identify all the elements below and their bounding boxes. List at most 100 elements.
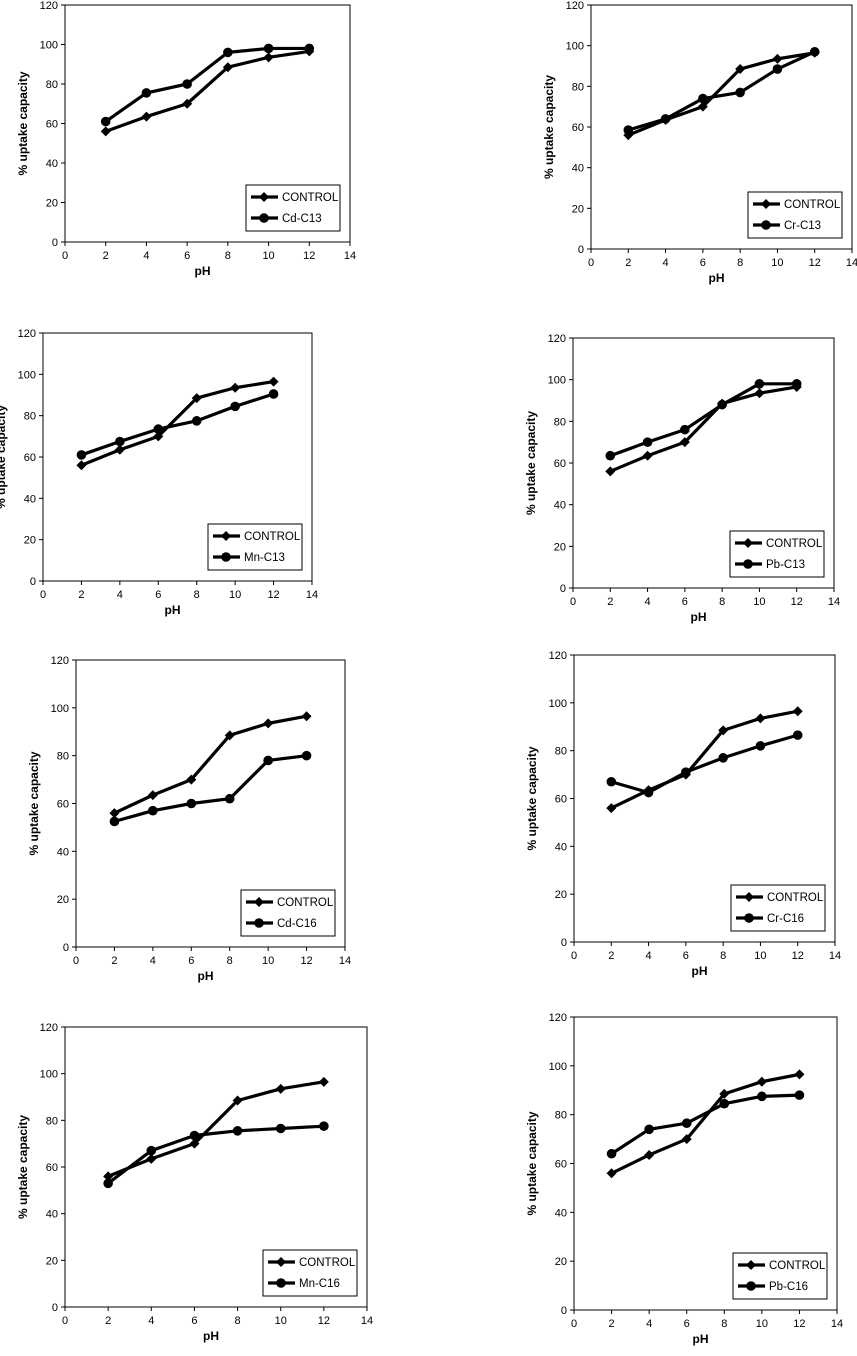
data-point-control — [755, 713, 766, 724]
x-tick-label: 4 — [117, 589, 123, 601]
legend-marker — [761, 220, 771, 230]
y-tick-label: 40 — [46, 158, 58, 170]
x-tick-label: 2 — [103, 250, 109, 262]
y-tick-label: 80 — [46, 79, 58, 91]
data-point-pb-c16 — [757, 1091, 767, 1102]
data-point-control — [718, 725, 729, 736]
x-tick-label: 6 — [683, 950, 689, 962]
y-tick-label: 60 — [554, 458, 566, 470]
legend: CONTROL Cr-C13 — [747, 191, 843, 239]
data-point-pb-c16 — [606, 1148, 617, 1159]
x-tick-label: 8 — [194, 589, 200, 601]
chart-panel-7: 0 20 40 60 80 100 120 0 2 4 6 8 10 12 14 pH % uptake cap… — [16, 1022, 373, 1343]
x-tick-label: 10 — [771, 257, 783, 269]
x-tick-label: 10 — [229, 589, 241, 601]
chart-panel-5: 0 20 40 60 80 100 120 0 2 4 6 8 10 12 14 pH % uptake cap… — [27, 655, 351, 983]
x-tick-label: 14 — [829, 950, 841, 962]
series-line-cd-c13 — [104, 46, 310, 123]
data-point-cr-c16 — [718, 753, 728, 763]
data-point-control — [681, 1134, 692, 1145]
legend-label: CONTROL — [769, 1260, 826, 1272]
y-tick-label: 20 — [555, 1256, 567, 1268]
x-tick-label: 12 — [792, 950, 804, 962]
data-point-control — [182, 98, 193, 109]
y-tick-label: 0 — [30, 576, 36, 588]
y-tick-label: 80 — [555, 746, 567, 758]
data-point-control — [100, 126, 111, 137]
data-point-mn-c16 — [103, 1178, 113, 1189]
legend-label: CONTROL — [277, 897, 334, 909]
data-point-mn-c16 — [232, 1126, 243, 1136]
y-tick-label: 60 — [24, 452, 36, 464]
x-axis-title: pH — [691, 610, 707, 624]
data-point-cd-c13 — [100, 116, 111, 127]
x-tick-label: 12 — [300, 955, 312, 967]
x-tick-label: 10 — [262, 250, 274, 262]
y-tick-label: 80 — [57, 751, 69, 763]
legend-marker — [743, 538, 753, 548]
x-tick-label: 6 — [682, 596, 688, 608]
legend: CONTROL Pb-C13 — [729, 530, 825, 578]
x-tick-label: 0 — [62, 1315, 68, 1327]
data-point-control — [301, 711, 312, 722]
y-tick-label: 0 — [561, 1305, 567, 1317]
data-point-control — [153, 431, 164, 442]
data-point-cr-c13 — [660, 114, 671, 124]
data-point-cd-c13 — [182, 79, 192, 89]
data-point-mn-c13 — [268, 389, 279, 399]
series-line-control — [105, 49, 310, 133]
data-point-cr-c16 — [755, 741, 766, 751]
legend-marker — [744, 913, 754, 923]
y-tick-label: 40 — [555, 1207, 567, 1219]
legend-marker — [221, 552, 231, 562]
x-tick-label: 14 — [831, 1318, 843, 1330]
series-line-control — [627, 51, 815, 137]
x-tick-label: 6 — [188, 955, 194, 967]
x-tick-label: 14 — [344, 250, 356, 262]
x-tick-label: 4 — [646, 950, 652, 962]
x-tick-label: 0 — [571, 1318, 577, 1330]
data-point-mn-c16 — [146, 1145, 157, 1156]
y-tick-label: 20 — [572, 203, 584, 215]
data-point-cr-c16 — [792, 730, 803, 740]
legend: CONTROL Pb-C16 — [732, 1252, 828, 1300]
x-tick-label: 0 — [73, 955, 79, 967]
data-point-mn-c13 — [153, 424, 164, 434]
legend-label: CONTROL — [784, 199, 841, 211]
data-point-cr-c16 — [681, 767, 691, 777]
legend-label: CONTROL — [299, 1257, 356, 1269]
legend-label: Pb-C16 — [769, 1281, 808, 1293]
chart-panel-2: 0 20 40 60 80 100 120 0 2 4 6 8 10 12 14 pH % uptake cap… — [542, 0, 857, 285]
y-tick-label: 120 — [549, 1012, 567, 1024]
data-point-pb-c13 — [717, 399, 727, 410]
data-point-pb-c13 — [642, 437, 653, 447]
y-tick-label: 40 — [46, 1209, 58, 1221]
y-tick-label: 40 — [555, 841, 567, 853]
data-point-pb-c16 — [681, 1118, 692, 1129]
y-tick-label: 0 — [63, 942, 69, 954]
y-tick-label: 0 — [560, 583, 566, 595]
data-point-control — [186, 774, 197, 785]
data-point-cd-c13 — [141, 88, 152, 98]
y-tick-label: 100 — [566, 41, 584, 53]
y-tick-label: 40 — [572, 163, 584, 175]
y-tick-label: 100 — [40, 1069, 58, 1081]
y-tick-label: 20 — [46, 198, 58, 210]
x-tick-label: 0 — [571, 950, 577, 962]
data-point-cr-c13 — [698, 93, 708, 104]
data-point-cd-c16 — [301, 750, 312, 761]
legend-label: Mn-C16 — [299, 1278, 340, 1290]
y-tick-label: 20 — [57, 894, 69, 906]
data-point-control — [114, 444, 125, 455]
x-axis-title: pH — [203, 1329, 219, 1343]
legend-marker — [746, 1260, 756, 1270]
x-axis-title: pH — [692, 964, 708, 978]
data-point-cd-c16 — [109, 816, 120, 827]
series-line-control — [610, 1072, 800, 1175]
y-axis-title: % uptake capacity — [525, 746, 539, 850]
y-tick-label: 0 — [52, 1302, 58, 1314]
legend-label: Mn-C13 — [244, 552, 285, 564]
y-tick-label: 60 — [555, 794, 567, 806]
legend-marker — [761, 199, 771, 209]
